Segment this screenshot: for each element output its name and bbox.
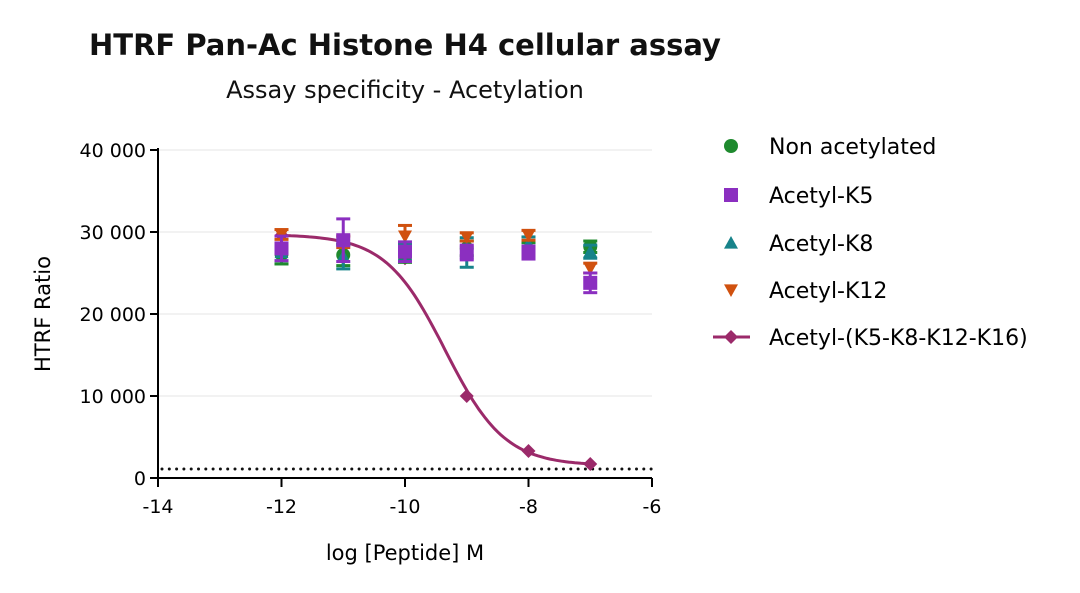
legend-label: Acetyl-(K5-K8-K12-K16) bbox=[769, 326, 1028, 351]
legend-marker bbox=[724, 139, 738, 153]
data-point bbox=[398, 230, 412, 244]
data-point bbox=[521, 443, 536, 458]
legend-label: Acetyl-K5 bbox=[769, 184, 873, 209]
series-acetyl-k5 bbox=[274, 217, 598, 295]
series-acetyl-k12 bbox=[274, 223, 598, 276]
legend-label: Acetyl-K12 bbox=[769, 279, 887, 304]
legend-item: Acetyl-K8 bbox=[724, 232, 873, 257]
data-point bbox=[583, 457, 598, 472]
legend-marker bbox=[724, 284, 738, 297]
legend-marker bbox=[724, 236, 738, 249]
x-tick-label: -8 bbox=[519, 496, 538, 518]
legend-label: Acetyl-K8 bbox=[769, 232, 873, 257]
data-point bbox=[274, 241, 289, 256]
legend-item: Acetyl-(K5-K8-K12-K16) bbox=[713, 326, 1028, 351]
data-point bbox=[398, 244, 412, 259]
x-tick-label: -6 bbox=[643, 496, 662, 518]
x-tick-label: -14 bbox=[142, 496, 173, 518]
series-acetyl-k5-k8-k12-k16- bbox=[274, 228, 598, 472]
series-acetyl-k8 bbox=[274, 235, 598, 271]
chart-title: HTRF Pan-Ac Histone H4 cellular assay bbox=[89, 28, 721, 62]
y-tick-label: 10 000 bbox=[80, 386, 146, 408]
data-point bbox=[336, 233, 351, 248]
y-tick-label: 30 000 bbox=[80, 222, 146, 244]
data-point bbox=[521, 229, 536, 243]
data-point bbox=[583, 275, 598, 290]
data-point bbox=[459, 245, 474, 260]
fit-curve bbox=[281, 233, 591, 466]
legend-item: Acetyl-K5 bbox=[724, 184, 873, 209]
y-tick-label: 40 000 bbox=[80, 140, 146, 162]
data-point bbox=[459, 231, 474, 244]
series-non-acetylated bbox=[274, 239, 598, 268]
legend-item: Acetyl-K12 bbox=[724, 279, 887, 304]
y-axis-label: HTRF Ratio bbox=[31, 256, 55, 372]
legend-marker bbox=[724, 330, 738, 344]
x-tick-label: -12 bbox=[266, 496, 297, 518]
y-tick-label: 0 bbox=[134, 468, 146, 490]
chart-subtitle: Assay specificity - Acetylation bbox=[226, 76, 584, 104]
x-tick-label: -10 bbox=[389, 496, 420, 518]
data-point bbox=[521, 245, 536, 260]
data-point bbox=[459, 389, 474, 403]
y-tick-label: 20 000 bbox=[80, 304, 146, 326]
data-point bbox=[583, 262, 598, 276]
legend-marker bbox=[724, 188, 738, 202]
legend-label: Non acetylated bbox=[769, 135, 936, 160]
x-axis-label: log [Peptide] M bbox=[326, 541, 484, 565]
legend-item: Non acetylated bbox=[724, 135, 936, 160]
data-point bbox=[583, 244, 598, 258]
